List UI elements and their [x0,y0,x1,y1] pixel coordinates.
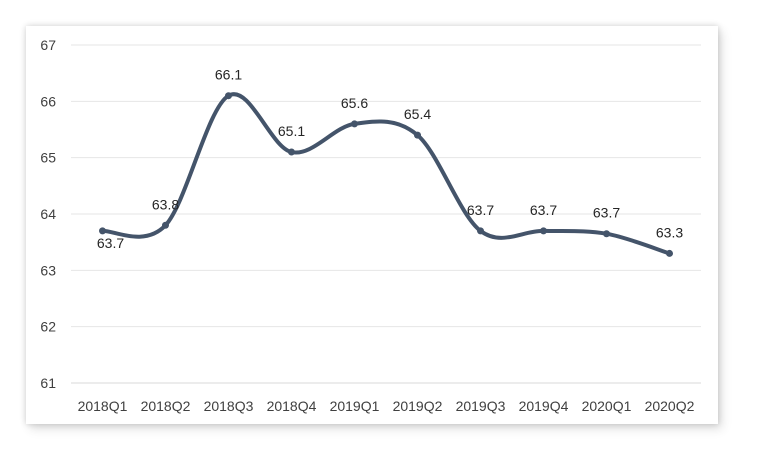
data-label: 65.1 [278,123,305,139]
y-tick-label: 65 [40,150,56,166]
x-tick-label: 2018Q3 [204,398,254,414]
x-tick-label: 2018Q4 [267,398,317,414]
y-tick-label: 64 [40,206,56,222]
data-point [99,227,106,235]
data-label: 65.6 [341,95,368,111]
x-axis-ticks: 2018Q1 2018Q2 2018Q3 2018Q4 2019Q1 2019Q2 2019… [78,398,695,414]
data-point [351,120,358,128]
data-label: 63.7 [530,202,557,218]
gridlines [71,44,701,328]
x-tick-label: 2018Q2 [141,398,191,414]
data-labels: 63.7 63.8 66.1 65.1 65.6 65.4 63.7 63.7 63.7 63.3 [97,67,683,251]
series-line [100,92,672,256]
x-tick-label: 2019Q4 [519,398,569,414]
y-tick-label: 66 [40,93,56,109]
data-point [414,131,421,139]
data-label: 63.7 [97,235,124,251]
data-label: 63.3 [656,224,683,240]
chart-card [26,26,718,424]
data-label: 63.7 [593,205,620,221]
data-point [603,230,610,238]
x-tick-label: 2020Q2 [645,398,695,414]
data-points [99,92,673,257]
data-label: 66.1 [215,67,242,83]
x-tick-label: 2018Q1 [78,398,128,414]
y-tick-label: 67 [40,37,56,53]
y-tick-label: 63 [40,262,56,278]
data-label: 63.8 [152,196,179,212]
y-tick-label: 61 [40,375,56,391]
data-point [540,227,547,235]
x-tick-label: 2020Q1 [582,398,632,414]
data-label: 65.4 [404,106,431,122]
x-tick-label: 2019Q1 [330,398,380,414]
data-point [225,92,232,100]
y-axis-ticks: 61 62 63 64 65 66 67 [40,37,56,391]
y-tick-label: 62 [40,319,56,335]
x-tick-label: 2019Q2 [393,398,443,414]
data-point [477,227,484,235]
data-label: 63.7 [467,202,494,218]
data-point [666,249,673,257]
data-point [288,148,295,156]
x-tick-label: 2019Q3 [456,398,506,414]
data-point [162,221,169,229]
